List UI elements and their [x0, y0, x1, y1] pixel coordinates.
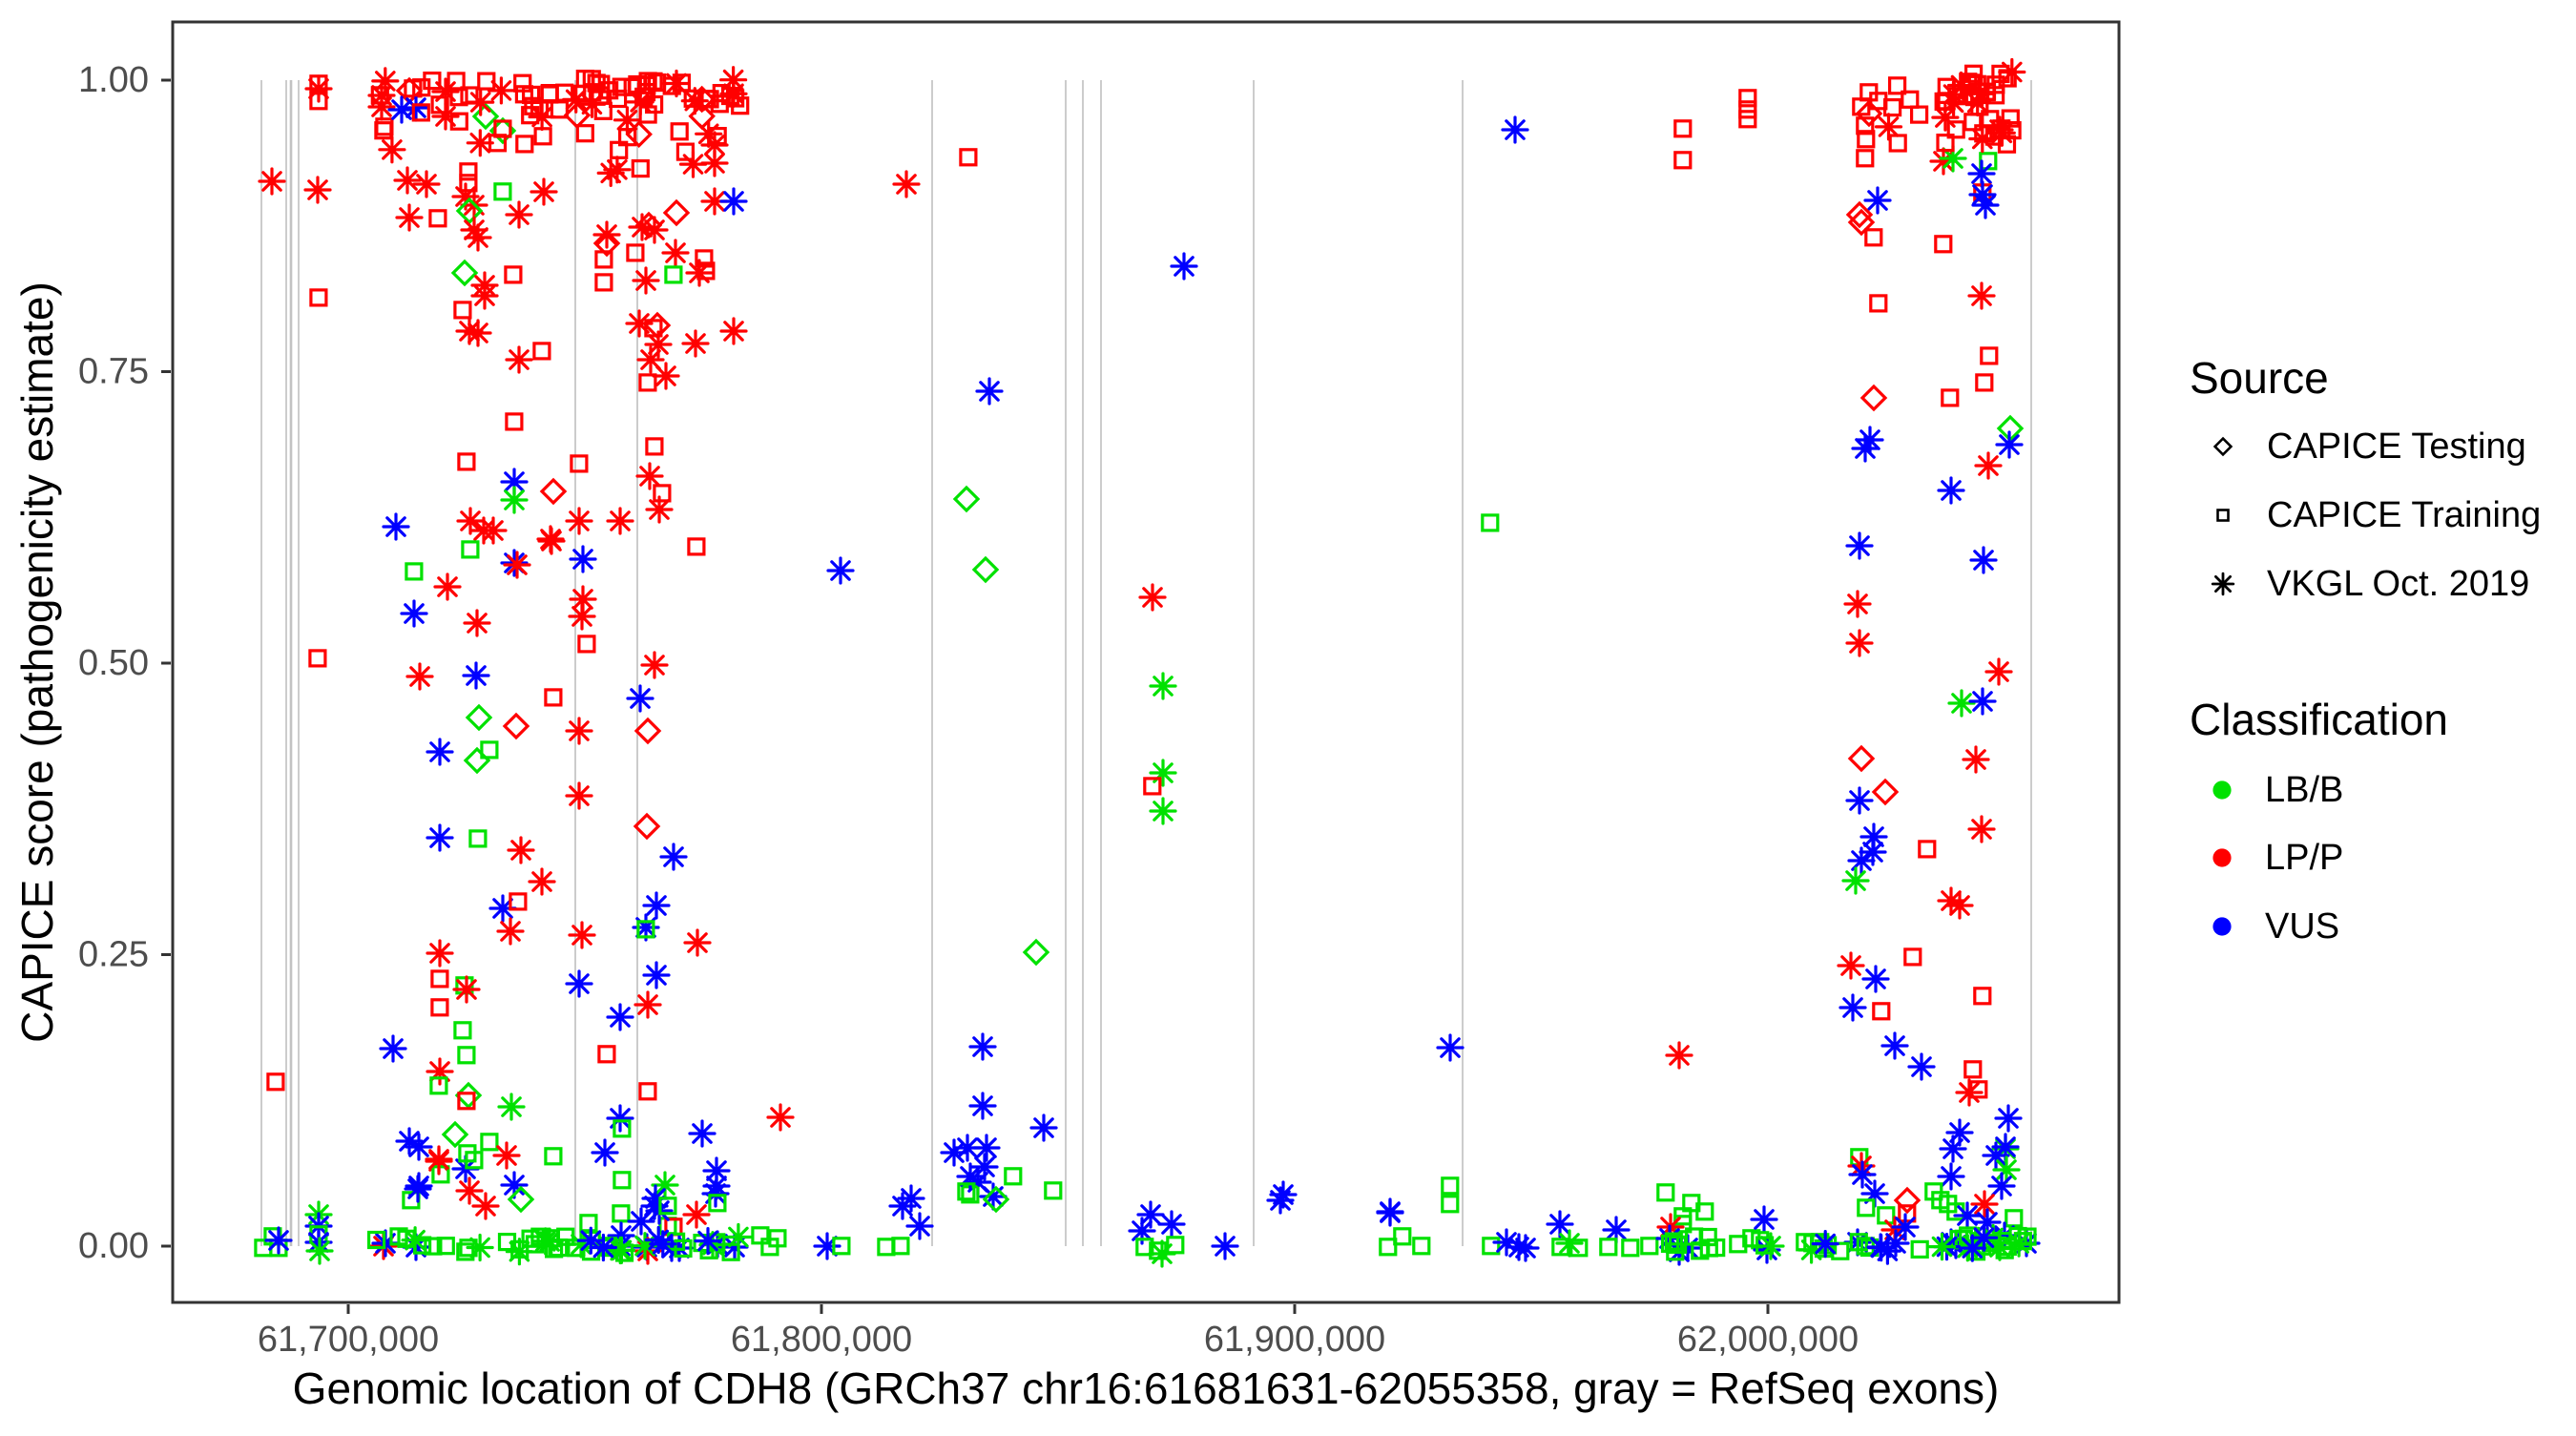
svg-text:CAPICE Testing: CAPICE Testing — [2267, 427, 2526, 467]
svg-text:0.25: 0.25 — [78, 935, 149, 975]
svg-text:CAPICE Training: CAPICE Training — [2267, 495, 2541, 535]
svg-text:Classification: Classification — [2190, 695, 2448, 744]
svg-text:Source: Source — [2190, 353, 2329, 403]
svg-text:0.50: 0.50 — [78, 643, 149, 683]
svg-text:LP/P: LP/P — [2265, 838, 2343, 878]
svg-text:61,800,000: 61,800,000 — [731, 1320, 912, 1360]
svg-text:0.00: 0.00 — [78, 1226, 149, 1266]
svg-text:Genomic location of CDH8 (GRCh: Genomic location of CDH8 (GRCh37 chr16:6… — [293, 1363, 2000, 1413]
svg-text:CAPICE score (pathogenicity es: CAPICE score (pathogenicity estimate) — [12, 281, 62, 1043]
svg-text:VUS: VUS — [2265, 906, 2339, 947]
svg-text:62,000,000: 62,000,000 — [1677, 1320, 1859, 1360]
svg-text:VKGL Oct. 2019: VKGL Oct. 2019 — [2267, 564, 2529, 604]
svg-text:0.75: 0.75 — [78, 352, 149, 392]
svg-text:61,900,000: 61,900,000 — [1204, 1320, 1385, 1360]
svg-text:1.00: 1.00 — [78, 60, 149, 100]
svg-text:LB/B: LB/B — [2265, 770, 2343, 810]
svg-text:61,700,000: 61,700,000 — [258, 1320, 439, 1360]
